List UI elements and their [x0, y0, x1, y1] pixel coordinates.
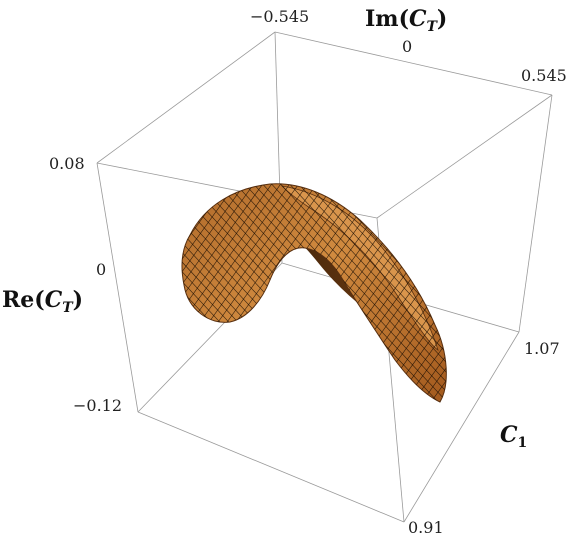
surface-mesh — [182, 150, 576, 430]
box-edge — [518, 94, 553, 333]
mesh-line — [546, 150, 576, 430]
mesh-line — [239, 183, 447, 402]
mesh-line — [564, 150, 576, 430]
mesh-line — [447, 150, 576, 430]
box-edge — [403, 331, 520, 523]
tick-label-re: −0.12 — [73, 396, 122, 415]
mesh-line — [519, 150, 576, 430]
box-edge — [96, 162, 139, 413]
mesh-line — [266, 183, 447, 402]
mesh-line — [284, 183, 447, 402]
mesh-line — [465, 150, 576, 430]
mesh-line — [230, 183, 447, 402]
surface-sheet — [181, 183, 447, 403]
mesh-line — [275, 183, 447, 402]
mesh-line — [182, 183, 366, 402]
mesh-line — [546, 150, 576, 430]
mesh-line — [437, 183, 447, 402]
mesh-line — [392, 183, 447, 402]
box-edge — [96, 31, 276, 164]
mesh-line — [302, 183, 447, 402]
mesh-line — [182, 183, 270, 402]
bounding-box — [96, 31, 553, 523]
mesh-line — [428, 183, 447, 402]
mesh-line — [537, 150, 576, 430]
mesh-line — [182, 183, 288, 402]
mesh-line — [182, 183, 297, 402]
axis-label-im: Im(CT) — [365, 6, 447, 35]
mesh-line — [483, 150, 576, 430]
axis-label-c1: C1 — [500, 422, 527, 451]
mesh-line — [221, 183, 447, 402]
box-edge — [274, 31, 553, 96]
tick-label-re: 0 — [96, 260, 106, 279]
mesh-line — [447, 150, 576, 430]
mesh-line — [182, 183, 306, 402]
mesh-line — [537, 150, 576, 430]
mesh-line — [428, 183, 447, 402]
mesh-line — [383, 183, 447, 402]
mesh-line — [519, 150, 576, 430]
mesh-line — [401, 183, 447, 402]
mesh-line — [528, 150, 576, 430]
tick-label-im: 0.545 — [521, 66, 567, 85]
mesh-line — [555, 150, 576, 430]
mesh-line — [510, 150, 576, 430]
mesh-line — [555, 150, 576, 430]
axis-label-re: Re(CT) — [2, 287, 83, 316]
mesh-line — [410, 183, 447, 402]
mesh-line — [510, 150, 576, 430]
surface-ridge — [280, 185, 439, 351]
mesh-line — [257, 183, 447, 402]
tick-label-c1: 1.07 — [524, 339, 560, 358]
mesh-line — [182, 183, 279, 402]
mesh-line — [182, 183, 333, 402]
mesh-line — [437, 183, 447, 402]
mesh-line — [456, 150, 576, 430]
mesh-line — [182, 183, 315, 402]
box-edge — [137, 411, 405, 523]
mesh-line — [528, 150, 576, 430]
mesh-line — [564, 150, 576, 430]
saddle-surface — [181, 150, 576, 430]
mesh-line — [465, 150, 576, 430]
tick-labels: −0.545 0 0.545 0.08 0 −0.12 1.07 0.91 — [49, 7, 567, 537]
mesh-line — [248, 183, 447, 402]
mesh-line — [456, 150, 576, 430]
box-edge — [376, 94, 553, 219]
tick-label-c1: 0.91 — [408, 518, 444, 537]
mesh-line — [182, 183, 324, 402]
mesh-line — [311, 183, 447, 402]
mesh-line — [492, 150, 576, 430]
mesh-line — [492, 150, 576, 430]
tick-label-re: 0.08 — [49, 154, 85, 173]
mesh-line — [182, 183, 342, 402]
tick-label-im: 0 — [402, 37, 412, 56]
mesh-line — [293, 183, 447, 402]
tick-label-im: −0.545 — [250, 7, 309, 26]
mesh-line — [483, 150, 576, 430]
